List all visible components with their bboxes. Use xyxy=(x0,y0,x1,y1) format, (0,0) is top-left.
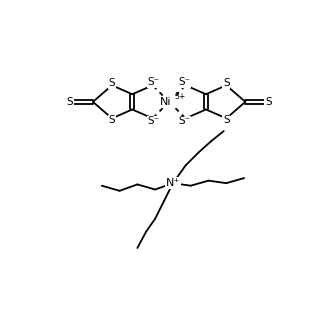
Text: S⁻: S⁻ xyxy=(178,77,190,87)
Text: Ni: Ni xyxy=(160,97,172,107)
Text: S: S xyxy=(67,97,73,107)
Text: S: S xyxy=(265,97,272,107)
Text: S⁻: S⁻ xyxy=(148,116,160,126)
Text: N⁺: N⁺ xyxy=(166,178,180,188)
Text: S⁻: S⁻ xyxy=(178,116,190,126)
Text: S: S xyxy=(223,78,230,88)
Text: S: S xyxy=(223,115,230,125)
Text: S⁻: S⁻ xyxy=(148,77,160,87)
Text: S: S xyxy=(109,78,115,88)
Text: S: S xyxy=(109,115,115,125)
Text: 3+: 3+ xyxy=(174,92,185,101)
